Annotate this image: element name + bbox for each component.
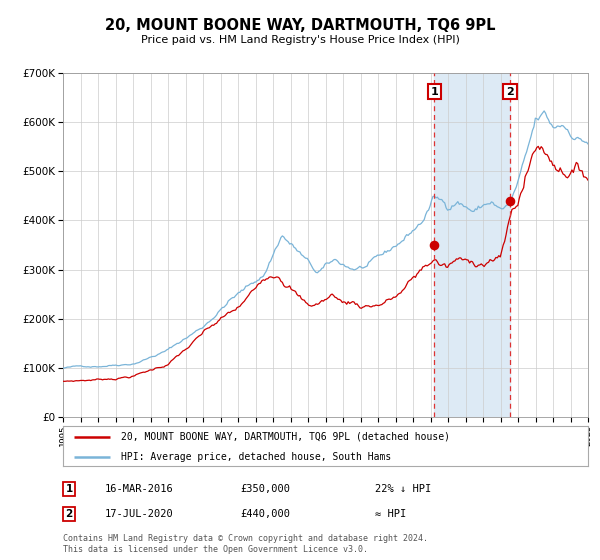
Point [505,196,515,205]
Text: 2: 2 [65,509,73,519]
Text: £440,000: £440,000 [240,509,290,519]
Text: 20, MOUNT BOONE WAY, DARTMOUTH, TQ6 9PL: 20, MOUNT BOONE WAY, DARTMOUTH, TQ6 9PL [105,18,495,32]
Text: 22% ↓ HPI: 22% ↓ HPI [375,484,431,494]
Text: 20, MOUNT BOONE WAY, DARTMOUTH, TQ6 9PL (detached house): 20, MOUNT BOONE WAY, DARTMOUTH, TQ6 9PL … [121,432,450,442]
Text: HPI: Average price, detached house, South Hams: HPI: Average price, detached house, Sout… [121,452,391,462]
Text: 2: 2 [506,87,514,96]
Text: 1: 1 [430,87,438,96]
Bar [434,73,510,417]
Text: Contains HM Land Registry data © Crown copyright and database right 2024.: Contains HM Land Registry data © Crown c… [63,534,428,543]
Text: This data is licensed under the Open Government Licence v3.0.: This data is licensed under the Open Gov… [63,545,368,554]
Text: 17-JUL-2020: 17-JUL-2020 [105,509,174,519]
Text: £350,000: £350,000 [240,484,290,494]
Text: 16-MAR-2016: 16-MAR-2016 [105,484,174,494]
Text: Price paid vs. HM Land Registry's House Price Index (HPI): Price paid vs. HM Land Registry's House … [140,35,460,45]
Point [430,241,439,250]
Text: 1: 1 [65,484,73,494]
Text: ≈ HPI: ≈ HPI [375,509,406,519]
